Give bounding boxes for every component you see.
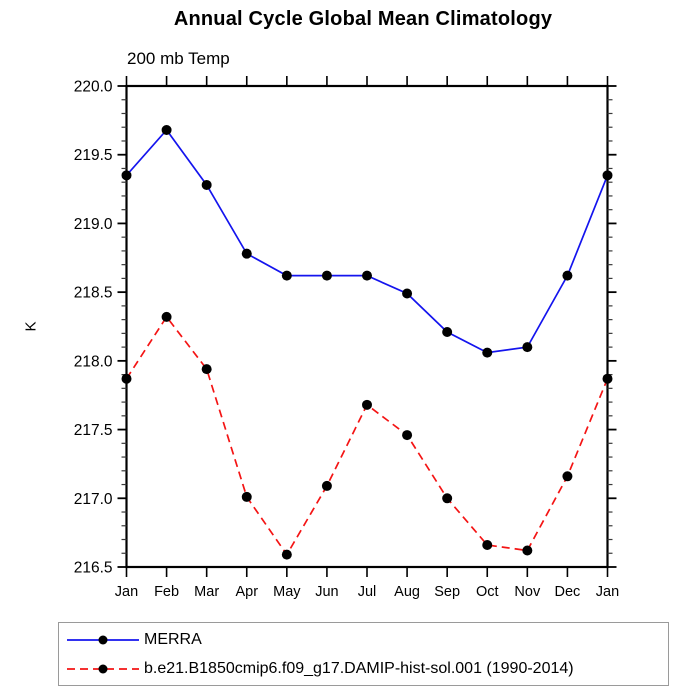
x-tick-label: Sep bbox=[434, 584, 460, 600]
y-tick-label: 218.0 bbox=[74, 353, 113, 370]
x-tick-label: Jun bbox=[315, 584, 338, 600]
y-tick-label: 219.0 bbox=[74, 216, 113, 233]
data-point-marker bbox=[562, 471, 573, 482]
data-point-marker bbox=[602, 170, 613, 181]
legend-line-marker-merra bbox=[67, 635, 139, 644]
data-point-marker bbox=[522, 545, 533, 556]
legend-item-model: b.e21.B1850cmip6.f09_g17.DAMIP-hist-sol.… bbox=[65, 654, 668, 683]
data-point-marker bbox=[121, 170, 132, 181]
legend-label-merra: MERRA bbox=[144, 630, 202, 648]
y-tick-label: 216.5 bbox=[74, 560, 113, 577]
data-point-marker bbox=[562, 270, 573, 281]
x-tick-label: Oct bbox=[476, 584, 499, 600]
legend-sample-dot bbox=[98, 664, 108, 673]
data-point-marker bbox=[161, 311, 172, 322]
chart-title: Annual Cycle Global Mean Climatology bbox=[173, 8, 553, 30]
data-point-marker bbox=[321, 480, 332, 491]
legend-line-marker-model bbox=[67, 664, 139, 673]
x-tick-label: Mar bbox=[194, 584, 219, 600]
data-point-marker bbox=[241, 491, 252, 502]
data-point-marker bbox=[321, 270, 332, 281]
x-tick-label: Apr bbox=[235, 584, 258, 600]
series-line-0 bbox=[125, 128, 609, 354]
data-point-marker bbox=[281, 270, 292, 281]
data-point-marker bbox=[362, 399, 372, 410]
x-tick-label: Jul bbox=[358, 584, 377, 600]
y-tick-label: 217.5 bbox=[74, 422, 113, 439]
x-tick-label: Jan bbox=[115, 584, 138, 600]
data-point-marker bbox=[201, 179, 212, 190]
plot-frame bbox=[125, 84, 609, 569]
data-point-marker bbox=[482, 347, 493, 358]
y-tick-label: 219.5 bbox=[74, 147, 113, 164]
x-tick-label: Nov bbox=[514, 584, 541, 600]
data-point-marker bbox=[602, 373, 613, 384]
x-tick-label: Jan bbox=[596, 584, 619, 600]
x-tick-label: May bbox=[273, 584, 301, 600]
data-point-marker bbox=[281, 549, 292, 560]
legend-label-model: b.e21.B1850cmip6.f09_g17.DAMIP-hist-sol.… bbox=[144, 659, 574, 677]
data-point-marker bbox=[362, 270, 372, 281]
data-point-marker bbox=[241, 248, 252, 259]
data-point-marker bbox=[402, 430, 413, 441]
legend: MERRA b.e21.B1850cmip6.f09_g17.DAMIP-his… bbox=[58, 622, 669, 686]
legend-sample-dot bbox=[98, 635, 108, 644]
chart-subtitle: 200 mb Temp bbox=[127, 49, 230, 68]
x-tick-label: Aug bbox=[394, 584, 420, 600]
y-tick-label: 220.0 bbox=[74, 79, 113, 96]
data-point-marker bbox=[402, 288, 413, 299]
data-point-marker bbox=[522, 342, 533, 353]
legend-item-merra: MERRA bbox=[65, 625, 668, 654]
x-tick-label: Feb bbox=[154, 584, 179, 600]
data-point-marker bbox=[482, 540, 493, 551]
data-point-marker bbox=[161, 124, 172, 135]
y-tick-label: 217.0 bbox=[74, 491, 113, 508]
series-line-1 bbox=[125, 315, 609, 557]
data-point-marker bbox=[121, 373, 132, 384]
x-tick-label: Dec bbox=[555, 584, 581, 600]
data-point-marker bbox=[442, 326, 453, 337]
y-tick-label: 218.5 bbox=[74, 285, 113, 302]
data-point-marker bbox=[201, 364, 212, 375]
data-point-marker bbox=[442, 493, 453, 504]
